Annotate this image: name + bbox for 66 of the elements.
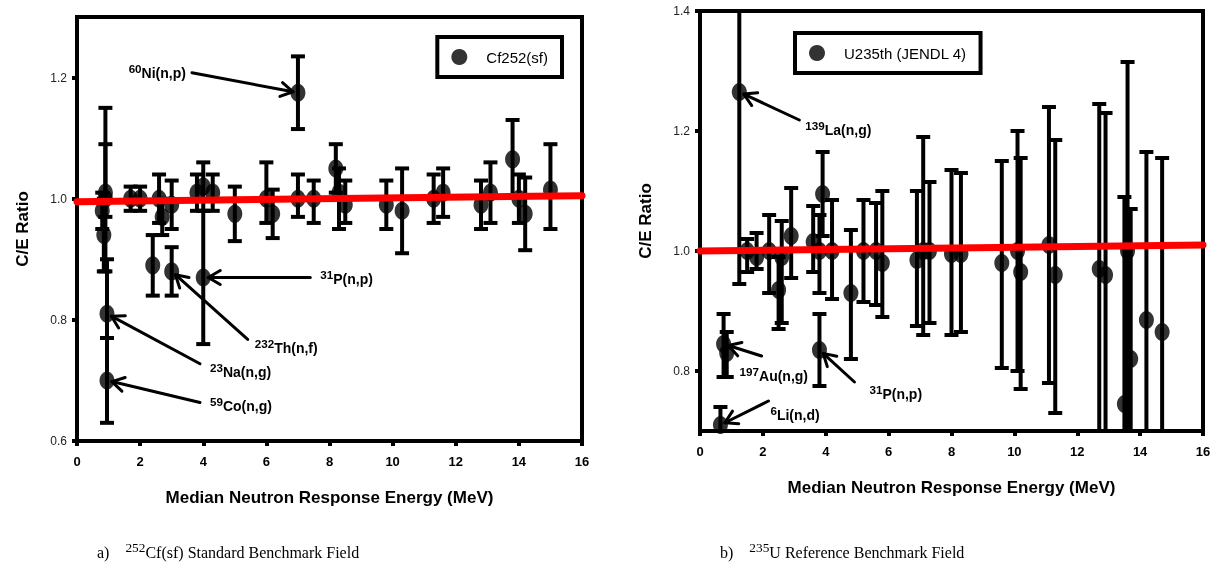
x-tick-label: 6 xyxy=(885,444,893,459)
x-tick-label: 14 xyxy=(1132,444,1149,459)
x-tick-label: 10 xyxy=(385,454,400,469)
y-tick-label: 1.4 xyxy=(673,4,691,18)
x-axis-title: Median Neutron Response Energy (MeV) xyxy=(787,478,1116,497)
x-tick-label: 14 xyxy=(511,454,527,469)
point xyxy=(99,304,115,323)
point xyxy=(771,281,787,299)
y-tick-label: 1.0 xyxy=(673,244,691,258)
point xyxy=(290,83,306,102)
x-axis-title: Median Neutron Response Energy (MeV) xyxy=(165,488,494,507)
annotation: $^{139}$La(n,g) xyxy=(805,117,872,140)
point xyxy=(783,227,799,245)
x-tick-label: 12 xyxy=(1070,444,1085,459)
annotation: $^{31}$P(n,p) xyxy=(869,381,923,404)
text: b) $^{235}$U Reference Benchmark Field xyxy=(720,539,965,562)
x-tick-label: 8 xyxy=(325,454,334,469)
annotation: $^{60}$Ni(n,p) xyxy=(128,60,186,83)
point xyxy=(145,256,161,275)
point xyxy=(96,226,112,245)
point xyxy=(1138,311,1154,329)
x-tick-label: 10 xyxy=(1007,444,1022,459)
x-tick-label: 12 xyxy=(448,454,463,469)
text: a) $^{252}$Cf(sf) Standard Benchmark Field xyxy=(97,539,360,562)
y-tick-label: 1.2 xyxy=(673,124,691,138)
x-tick-label: 2 xyxy=(759,444,767,459)
x-tick-label: 0 xyxy=(73,454,81,469)
y-axis-title: C/E Ratio xyxy=(13,191,32,267)
point xyxy=(811,341,827,359)
legend-label: Cf252(sf) xyxy=(486,48,548,66)
annotation: $^{59}$Co(n,g) xyxy=(209,394,272,416)
y-tick-label: 1.0 xyxy=(50,191,68,206)
x-tick-label: 8 xyxy=(947,444,956,459)
point xyxy=(994,254,1010,272)
point xyxy=(1013,263,1029,281)
point xyxy=(815,185,831,203)
point xyxy=(1154,323,1170,341)
y-tick-label: 0.6 xyxy=(50,434,68,448)
annotation: $^{197}$Au(n,g) xyxy=(739,363,809,386)
x-tick-label: 16 xyxy=(1195,444,1211,459)
annotation: $^{23}$Na(n,g) xyxy=(209,359,272,382)
x-tick-label: 16 xyxy=(574,454,590,469)
y-axis-title: C/E Ratio xyxy=(636,183,655,259)
point xyxy=(843,284,859,302)
x-tick-label: 0 xyxy=(696,444,704,459)
point xyxy=(164,262,180,281)
x-tick-label: 2 xyxy=(136,454,144,469)
y-tick-label: 0.8 xyxy=(50,312,68,327)
annotation: $^{232}$Th(n,f) xyxy=(254,336,318,358)
point xyxy=(712,416,728,434)
point xyxy=(154,207,170,226)
y-tick-label: 0.8 xyxy=(673,364,691,378)
point xyxy=(394,201,410,220)
annotation: $^{31}$P(n,p) xyxy=(320,267,373,289)
point xyxy=(227,204,243,223)
x-tick-label: 6 xyxy=(262,454,270,469)
y-tick-label: 1.2 xyxy=(50,70,68,85)
point xyxy=(328,159,344,178)
legend-label: U235th (JENDL 4) xyxy=(844,44,966,62)
annotation: $^{6}$Li(n,d) xyxy=(770,402,820,425)
point xyxy=(195,268,211,287)
x-tick-label: 4 xyxy=(199,454,208,469)
x-tick-label: 4 xyxy=(822,444,831,459)
point xyxy=(505,150,521,169)
point xyxy=(731,83,747,101)
point xyxy=(99,371,115,390)
